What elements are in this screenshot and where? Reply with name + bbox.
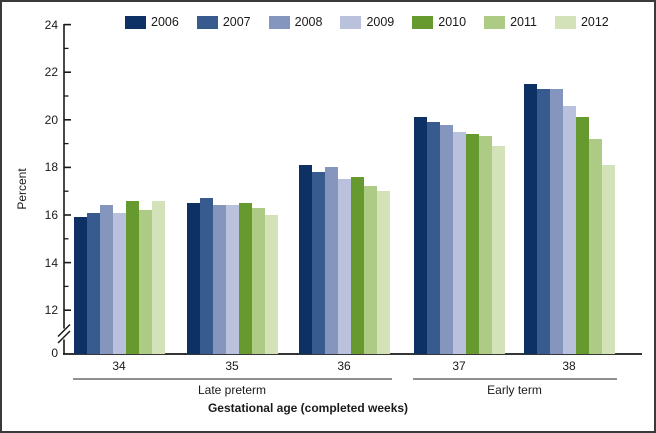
bar-2007-week36 <box>311 172 325 354</box>
bar-2011-week36 <box>363 186 377 354</box>
bar-2006-week38 <box>523 84 537 354</box>
axis-break-icon <box>57 330 71 344</box>
y-tick-label-18: 18 <box>44 160 58 175</box>
bar-2008-week38 <box>549 88 563 354</box>
legend-item-2010: 2010 <box>412 15 466 29</box>
legend-item-2011: 2011 <box>484 15 537 29</box>
bar-2009-week34 <box>112 212 126 354</box>
legend-label: 2012 <box>580 15 609 29</box>
legend-item-2012: 2012 <box>554 15 609 29</box>
bar-2006-week37 <box>413 117 427 354</box>
legend-swatch-icon <box>268 15 290 29</box>
y-tick-label-14: 14 <box>44 255 58 270</box>
bar-2008-week36 <box>324 167 338 354</box>
bar-2010-week34 <box>125 200 139 354</box>
bar-2008-week37 <box>439 124 453 354</box>
axis-break-icon <box>57 323 71 338</box>
bar-2012-week36 <box>376 191 390 354</box>
group-underline-0 <box>72 378 392 380</box>
legend-label: 2006 <box>151 15 179 29</box>
legend-item-2007: 2007 <box>196 15 251 29</box>
y-tick-label-0: 0 <box>51 346 58 360</box>
bar-2009-week37 <box>452 131 466 354</box>
bar-2009-week35 <box>225 205 239 354</box>
y-tick-label-16: 16 <box>44 208 58 222</box>
legend-item-2006: 2006 <box>125 15 179 29</box>
bar-2010-week36 <box>350 176 364 354</box>
bar-2012-week37 <box>491 145 505 354</box>
bar-2012-week38 <box>601 165 615 354</box>
bar-2006-week35 <box>186 203 200 354</box>
y-tick-label-20: 20 <box>44 112 58 127</box>
y-tick-label-22: 22 <box>44 65 58 80</box>
bar-2009-week36 <box>337 179 351 354</box>
bar-2008-week35 <box>212 205 226 354</box>
legend-swatch-icon <box>412 15 434 29</box>
bar-2011-week37 <box>478 136 492 354</box>
group-underline-1 <box>412 378 617 380</box>
bar-2009-week38 <box>562 105 576 354</box>
bar-2010-week35 <box>238 203 252 354</box>
bar-2012-week35 <box>264 215 278 354</box>
bar-2010-week37 <box>465 134 479 354</box>
bar-2008-week34 <box>99 205 113 354</box>
bar-2006-week34 <box>73 217 87 354</box>
legend-item-2009: 2009 <box>340 15 394 29</box>
group-label: Early term <box>487 383 542 397</box>
bar-2006-week36 <box>298 165 312 354</box>
x-tick-label-37: 37 <box>452 359 466 373</box>
y-tick-label-24: 24 <box>44 17 58 32</box>
legend-item-2008: 2008 <box>268 15 323 29</box>
bar-2011-week34 <box>138 210 152 354</box>
bar-2007-week34 <box>86 212 100 354</box>
bar-2011-week35 <box>251 207 265 354</box>
bar-2010-week38 <box>575 117 589 354</box>
bar-2012-week34 <box>151 200 165 354</box>
bar-2007-week35 <box>199 198 213 354</box>
legend-label: 2007 <box>222 15 251 29</box>
legend-label: 2009 <box>366 15 395 29</box>
x-tick-label-38: 38 <box>562 359 576 373</box>
x-tick-label-34: 34 <box>112 359 126 373</box>
legend-label: 2008 <box>294 15 323 29</box>
x-tick-label-36: 36 <box>337 359 351 373</box>
legend-swatch-icon <box>340 15 362 29</box>
x-axis-title: Gestational age (completed weeks) <box>207 401 409 415</box>
legend-swatch-icon <box>196 15 218 29</box>
legend-label: 2010 <box>438 15 467 29</box>
legend-swatch-icon <box>554 15 576 29</box>
legend-label: 2011 <box>510 15 537 29</box>
bar-2007-week38 <box>536 88 550 354</box>
y-tick-label-12: 12 <box>44 303 58 318</box>
legend-swatch-icon <box>125 15 146 29</box>
group-label: Late preterm <box>197 383 267 397</box>
legend-swatch-icon <box>484 15 506 29</box>
bar-2007-week37 <box>426 122 440 354</box>
x-tick-label-35: 35 <box>225 359 239 373</box>
bar-2011-week38 <box>588 138 602 354</box>
legend: 2006 2007 2008 2009 2010 2011 2012 <box>125 15 609 29</box>
